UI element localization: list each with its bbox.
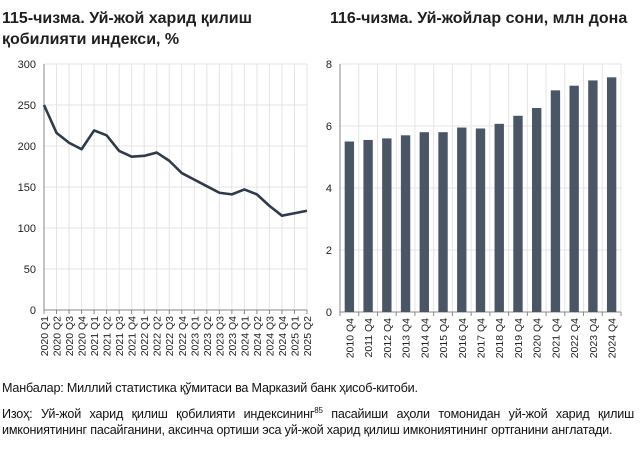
x-tick-label: 2025 Q1 [289, 316, 301, 356]
note-text-start: Изоҳ: Уй-жой харид қилиш қобилияти индек… [2, 407, 315, 422]
x-tick-label: 2024 Q4 [607, 318, 619, 358]
y-tick-label: 0 [326, 307, 332, 319]
x-tick-label: 2024 Q2 [252, 316, 264, 356]
y-tick-label: 2 [326, 245, 332, 257]
x-tick-label: 2023 Q1 [189, 316, 201, 356]
x-tick-label: 2023 Q2 [202, 316, 214, 356]
bar [419, 132, 429, 312]
x-tick-label: 2022 Q3 [164, 316, 176, 356]
index-series-line [42, 104, 308, 217]
x-tick-label: 2024 Q4 [277, 316, 289, 356]
x-tick-label: 2015 Q4 [438, 318, 450, 358]
x-tick-label: 2021 Q2 [102, 316, 114, 356]
x-tick-label: 2022 Q2 [152, 316, 164, 356]
bar [513, 115, 523, 313]
x-tick-label: 2025 Q2 [302, 316, 314, 356]
x-tick-label: 2024 Q3 [264, 316, 276, 356]
bar [494, 123, 504, 312]
y-tick-label: 6 [326, 121, 332, 133]
x-tick-label: 2019 Q4 [513, 318, 525, 358]
bar [588, 80, 598, 313]
y-tick-label: 150 [18, 182, 36, 194]
x-tick-label: 2021 Q1 [89, 316, 101, 356]
y-tick-label: 4 [326, 183, 332, 195]
x-tick-label: 2018 Q4 [494, 318, 506, 358]
x-tick-label: 2014 Q4 [419, 318, 431, 358]
x-tick-label: 2020 Q1 [39, 316, 51, 356]
y-tick-label: 300 [18, 59, 36, 71]
bar [532, 108, 542, 313]
x-tick-label: 2023 Q3 [214, 316, 226, 356]
x-tick-label: 2020 Q4 [532, 318, 544, 358]
y-tick-label: 50 [24, 264, 36, 276]
x-tick-label: 2017 Q4 [476, 318, 488, 358]
bar [382, 138, 392, 312]
chart-116-title: 116-чизма. Уй-жойлар сони, млн дона [330, 10, 628, 27]
y-tick-label: 8 [326, 59, 332, 71]
x-tick-label: 2023 Q4 [227, 316, 239, 356]
source-text: Манбалар: Миллий статистика қўмитаси ва … [2, 381, 418, 395]
y-tick-label: 100 [18, 223, 36, 235]
x-tick-label: 2011 Q4 [363, 318, 375, 358]
bar [606, 77, 617, 312]
x-tick-label: 2021 Q3 [114, 316, 126, 356]
x-tick-label: 2023 Q4 [588, 318, 600, 358]
bar [400, 135, 411, 312]
footnote-ref: 85 [314, 406, 323, 415]
bar [569, 85, 579, 312]
y-tick-label: 250 [18, 100, 36, 112]
x-tick-label: 2021 Q4 [127, 316, 139, 356]
y-tick-label: 200 [18, 141, 36, 153]
bar [475, 128, 486, 312]
x-tick-label: 2021 Q4 [550, 318, 562, 358]
x-tick-label: 2020 Q3 [64, 316, 76, 356]
x-tick-label: 2016 Q4 [457, 318, 469, 358]
bar [438, 132, 448, 312]
chart-115-title: 115-чизма. Уй-жой харид қилиш қобилияти … [2, 10, 252, 48]
x-tick-label: 2022 Q1 [139, 316, 151, 356]
x-tick-label: 2012 Q4 [382, 318, 394, 358]
x-tick-label: 2020 Q2 [52, 316, 64, 356]
explanation-note: Изоҳ: Уй-жой харид қилиш қобилияти индек… [2, 403, 634, 438]
bar [550, 90, 561, 312]
x-tick-label: 2020 Q4 [77, 316, 89, 356]
x-tick-label: 2010 Q4 [344, 318, 356, 358]
x-tick-label: 2022 Q4 [177, 316, 189, 356]
bar [363, 139, 373, 312]
x-tick-label: 2024 Q1 [239, 316, 251, 356]
note-text-end: пасайиши аҳоли томонидан уй-жой харид қи… [2, 407, 634, 438]
bar [457, 127, 467, 312]
x-tick-label: 2013 Q4 [401, 318, 413, 358]
bar [344, 141, 355, 312]
x-tick-label: 2022 Q4 [569, 318, 581, 358]
y-tick-label: 0 [30, 305, 36, 317]
